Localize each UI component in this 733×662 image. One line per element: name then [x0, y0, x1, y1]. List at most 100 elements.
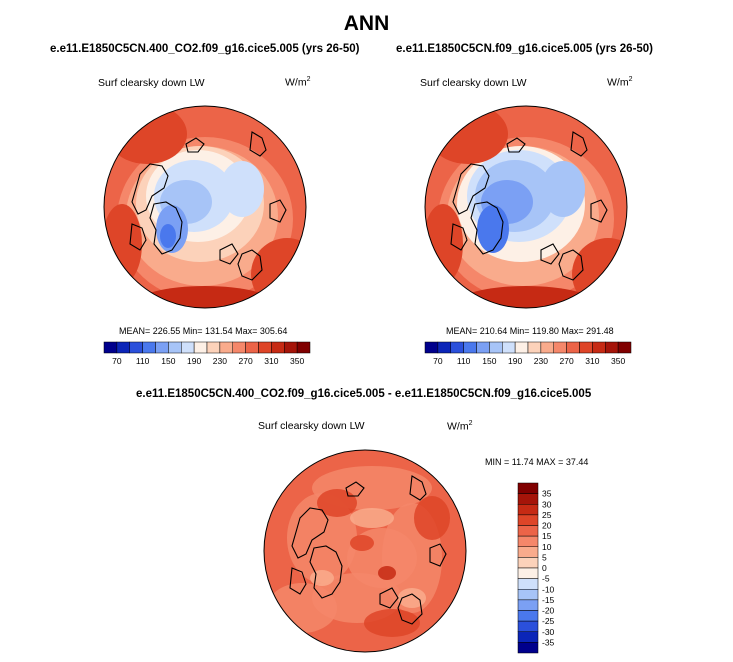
colorbar-tick-label: 35	[542, 489, 552, 499]
field-contour	[317, 489, 357, 517]
colorbar-swatch	[219, 341, 233, 354]
colorbar-tick-label: 0	[542, 563, 547, 573]
panel-3-title: e.e11.E1850C5CN.400_CO2.f09_g16.cice5.00…	[136, 388, 592, 400]
colorbar-tick-label: 150	[161, 356, 175, 366]
colorbar-swatch	[517, 546, 539, 558]
colorbar-tick-label: 270	[560, 356, 574, 366]
coastline	[291, 507, 329, 559]
field-contour	[107, 106, 187, 164]
panel-2-colorbar: 70 110 150 190 230 270 310 350	[424, 341, 632, 366]
colorbar-swatch	[517, 578, 539, 590]
colorbar-tick-label: 350	[611, 356, 625, 366]
colorbar-swatch	[517, 620, 539, 632]
panel-2-units: W/m2	[607, 76, 632, 89]
coastline	[409, 475, 427, 501]
panel-1-colorbar: 70 110 150 190 230 270 310 350	[103, 341, 311, 366]
field-contour	[398, 588, 426, 608]
coastline	[540, 243, 560, 265]
coastline	[309, 545, 343, 599]
colorbar-swatch	[489, 341, 503, 354]
colorbar-swatch	[517, 631, 539, 643]
field-contour	[481, 224, 497, 248]
colorbar-swatch	[193, 341, 208, 354]
colorbar-swatch	[553, 341, 567, 354]
colorbar-swatch	[103, 341, 118, 354]
colorbar-swatch	[258, 341, 272, 354]
coastline	[470, 201, 504, 255]
field-contour	[456, 286, 596, 308]
colorbar-tick-label: 350	[290, 356, 304, 366]
colorbar-tick-label: -20	[542, 606, 555, 616]
colorbar-tick-label: 310	[264, 356, 278, 366]
map-field	[264, 450, 466, 652]
colorbar-tick-label: 20	[542, 521, 552, 531]
colorbar-swatch	[517, 535, 539, 547]
colorbar-swatch	[206, 341, 221, 354]
panel-1-variable-label: Surf clearsky down LW	[98, 77, 205, 89]
colorbar-tick-label: 15	[542, 531, 552, 541]
colorbar-swatch	[540, 341, 554, 354]
panel-2-variable-label: Surf clearsky down LW	[420, 77, 527, 89]
colorbar-swatch	[617, 341, 632, 354]
colorbar-swatch	[517, 610, 539, 622]
colorbar-swatch	[514, 341, 529, 354]
colorbar-swatch	[245, 341, 259, 354]
field-contour	[350, 535, 374, 551]
coastline	[558, 249, 584, 281]
field-contour	[350, 508, 394, 528]
colorbar-swatch	[155, 341, 169, 354]
coastline	[185, 137, 205, 153]
field-contour	[425, 204, 463, 284]
coastline	[450, 223, 468, 251]
colorbar-swatch	[284, 341, 298, 354]
colorbar-swatch	[502, 341, 516, 354]
field-contour	[104, 204, 142, 284]
colorbar-swatch	[517, 599, 539, 611]
panel-3-units-base: W/m	[447, 420, 469, 433]
colorbar-swatch	[605, 341, 619, 354]
coastline	[269, 199, 287, 223]
colorbar-tick-label: 270	[239, 356, 253, 366]
colorbar-tick-label: 110	[136, 356, 150, 366]
colorbar-swatch	[517, 482, 539, 494]
panel-1-units-base: W/m	[285, 76, 307, 89]
panel-1-polar-map	[103, 105, 307, 309]
panel-2-units-base: W/m	[607, 76, 629, 89]
coastline	[249, 131, 267, 157]
panel-1-stats: MEAN= 226.55 Min= 131.54 Max= 305.64	[119, 326, 288, 336]
coastline	[397, 593, 423, 625]
colorbar-swatch	[168, 341, 182, 354]
colorbar-swatch	[517, 589, 539, 601]
coastline	[129, 223, 147, 251]
colorbar-swatch	[517, 567, 539, 579]
colorbar-tick-label: -35	[542, 637, 555, 647]
colorbar-tick-label: -15	[542, 595, 555, 605]
map-field	[425, 106, 627, 308]
colorbar-swatch	[517, 504, 539, 516]
colorbar-swatch	[527, 341, 542, 354]
map-border	[263, 449, 467, 653]
coastline	[429, 543, 447, 567]
panel-2-polar-map	[424, 105, 628, 309]
colorbar-swatch	[424, 341, 439, 354]
colorbar-tick-label: -25	[542, 616, 555, 626]
colorbar-swatch	[517, 642, 539, 654]
coastline	[289, 567, 307, 595]
colorbar-tick-label: 25	[542, 510, 552, 520]
colorbar-swatch	[142, 341, 156, 354]
panel-3-polar-map	[263, 449, 467, 653]
map-border	[424, 105, 628, 309]
field-contour	[160, 224, 176, 248]
colorbar-swatch	[517, 557, 539, 569]
panel-2-stats: MEAN= 210.64 Min= 119.80 Max= 291.48	[446, 326, 614, 336]
colorbar-swatch	[271, 341, 285, 354]
colorbar-tick-label: -5	[542, 574, 550, 584]
panel-3-units-exponent: 2	[468, 420, 473, 427]
colorbar-swatch	[566, 341, 580, 354]
field-contour	[428, 106, 508, 164]
colorbar-swatch	[129, 341, 143, 354]
colorbar-tick-label: 10	[542, 542, 552, 552]
colorbar-tick-label: 190	[187, 356, 201, 366]
panel-1-units: W/m2	[285, 76, 310, 89]
coastline	[379, 587, 399, 609]
